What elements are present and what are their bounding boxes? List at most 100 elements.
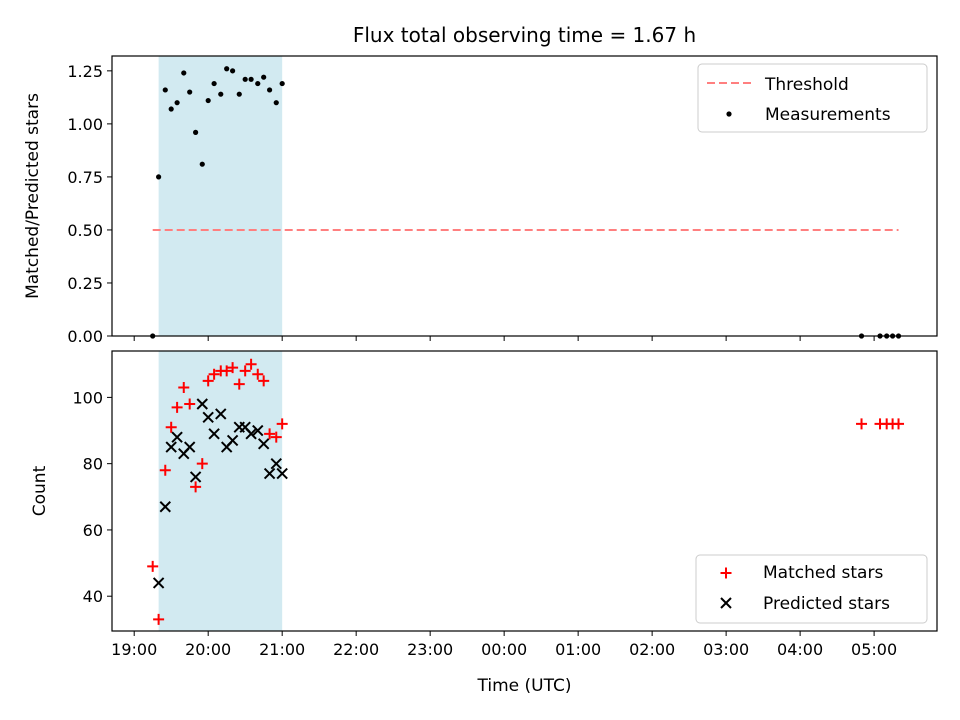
x-tick-label: 05:00 [851,640,897,659]
data-point [159,464,171,476]
data-point [279,80,285,87]
data-point [196,398,208,410]
data-point [245,428,257,440]
y-tick-label: 1.25 [67,62,103,81]
data-point [276,467,288,480]
data-point [199,161,205,167]
data-point [196,458,208,470]
data-point [174,100,180,106]
data-point [183,441,196,453]
data-point [147,560,159,572]
x-tick-label: 04:00 [777,640,823,659]
observing-window-band [158,351,283,631]
data-point [190,481,202,493]
y-tick-label: 0.50 [67,221,103,240]
x-tick-label: 03:00 [703,640,749,659]
data-point [270,431,282,443]
top-panel-legend: Threshold Measurements [697,63,928,133]
data-point [257,438,270,450]
data-point [178,381,190,393]
data-point [171,401,183,413]
data-point [211,80,217,87]
data-point [276,418,288,430]
data-point [273,100,279,106]
x-tick-label: 01:00 [555,640,601,659]
data-point [181,70,187,76]
data-point [202,411,214,423]
data-point [165,441,177,453]
series-x-markers [152,398,288,589]
data-point [193,129,199,135]
data-point [168,106,174,112]
data-point [252,424,264,437]
x-tick-label: 02:00 [629,640,675,659]
data-point [208,428,220,440]
x-tick-label: 21:00 [259,640,305,659]
y-tick-label: 80 [83,455,103,474]
data-point [236,91,242,97]
data-point [239,365,251,377]
data-point [202,375,214,387]
bottom-panel-legend: Matched stars Predicted stars [695,554,928,624]
x-tick-label: 23:00 [407,640,453,659]
bottom-panel: 19:00 20:00 21:00 22:00 23:00 00:00 01:00 02:00… [72,350,938,659]
data-point [156,174,162,180]
x-tick-label: 19:00 [111,640,157,659]
plot-frame [111,55,938,337]
data-point [261,74,267,80]
legend-swatch-predicted-stars [720,597,732,609]
data-point [184,398,196,410]
data-point [187,89,193,95]
data-point [258,375,270,387]
data-point [226,434,239,447]
top-panel: 0.00 0.25 0.50 0.75 1.00 1.25 [67,55,938,346]
legend-label-threshold: Threshold [764,75,849,95]
data-point [248,76,254,82]
data-point [159,501,171,513]
legend-label-predicted-stars: Predicted stars [763,594,890,614]
data-point [245,358,257,370]
data-point [252,368,264,380]
data-point [267,87,273,93]
x-axis-label: Time (UTC) [477,676,572,696]
legend-frame [695,554,928,624]
data-point [165,421,177,433]
data-point [224,66,230,72]
data-point [270,457,282,470]
data-point [205,97,211,104]
series-dot-markers [150,66,902,339]
legend-swatch-measurements [726,111,732,117]
data-point [215,408,227,420]
data-point [255,80,261,87]
data-point [893,418,905,430]
data-point [230,68,236,74]
y-tick-label: 100 [72,388,103,407]
data-point [208,368,220,380]
data-point [218,91,224,97]
y-tick-label: 0.75 [67,168,103,187]
bottom-panel-y-axis-label: Count [30,465,50,516]
series-plus-markers [147,358,905,625]
data-point [233,378,245,390]
y-tick-label: 1.00 [67,115,103,134]
data-point [264,428,276,440]
y-tick-label: 60 [83,521,103,540]
observing-window-band [158,56,283,336]
data-point [162,87,168,93]
plot-frame [111,350,938,632]
top-panel-y-axis-label: Matched/Predicted stars [23,93,43,299]
data-point [152,577,165,589]
data-point [189,471,202,483]
legend-label-matched-stars: Matched stars [763,563,883,583]
x-tick-label: 22:00 [333,640,379,659]
chart-title: Flux total observing time = 1.67 h [353,23,696,47]
y-tick-label: 0.00 [67,327,103,346]
data-point [856,418,868,430]
data-point [171,431,183,443]
y-tick-label: 40 [83,587,103,606]
legend-frame [697,63,928,133]
data-point [242,76,248,82]
data-point [227,362,239,374]
data-point [263,467,276,480]
